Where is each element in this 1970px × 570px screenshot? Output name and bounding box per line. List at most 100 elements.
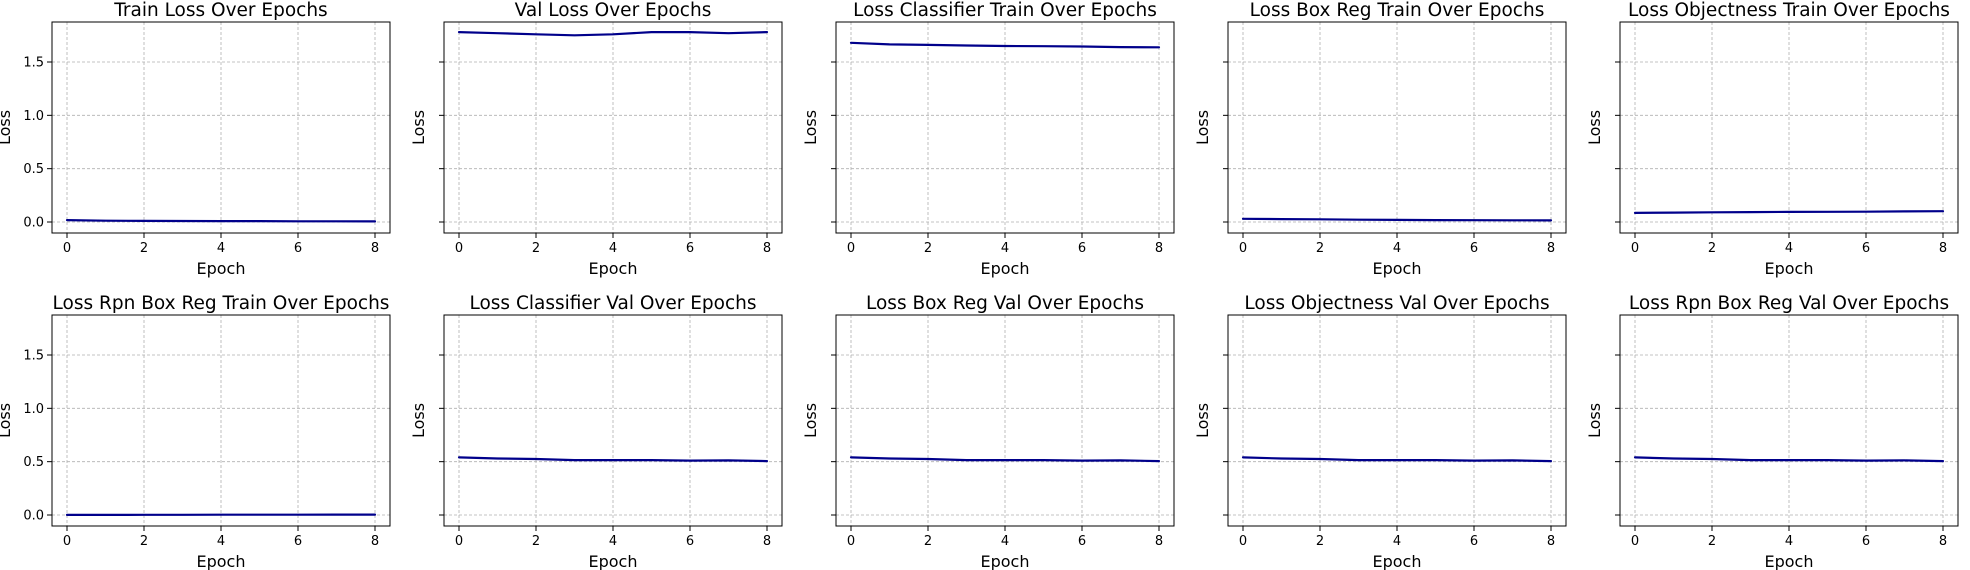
x-axis-label: Epoch bbox=[1765, 259, 1814, 278]
y-axis-label: Loss bbox=[0, 110, 14, 145]
series-line bbox=[849, 41, 1161, 49]
x-tick-label: 0 bbox=[847, 534, 855, 549]
x-tick-label: 2 bbox=[1708, 534, 1716, 549]
x-tick-label: 2 bbox=[532, 241, 540, 256]
x-tick-label: 6 bbox=[1078, 534, 1086, 549]
chart-title: Loss Objectness Val Over Epochs bbox=[1244, 293, 1549, 314]
chart-panel-1: 0 2 4 6 8 0.0 0.5 1.0 1.5 Epoch Loss Train Loss Ove… bbox=[0, 0, 391, 278]
y-tick-label: 1.0 bbox=[23, 402, 44, 417]
x-axis-label: Epoch bbox=[589, 259, 638, 278]
chart-title: Loss Classifier Val Over Epochs bbox=[469, 293, 756, 314]
chart-title: Loss Objectness Train Over Epochs bbox=[1628, 0, 1950, 21]
x-tick-label: 4 bbox=[217, 534, 225, 549]
x-axis-label: Epoch bbox=[1373, 259, 1422, 278]
x-tick-label: 6 bbox=[294, 241, 302, 256]
series-line bbox=[65, 219, 377, 223]
x-tick-label: 0 bbox=[63, 241, 71, 256]
x-axis-label: Epoch bbox=[197, 259, 246, 278]
x-tick-label: 2 bbox=[1708, 241, 1716, 256]
y-tick-label: 0.0 bbox=[23, 216, 44, 231]
x-tick-label: 6 bbox=[1470, 534, 1478, 549]
chart-panel-8: 0 2 4 6 8 Epoch Loss Loss Box Reg Val Over Epoc… bbox=[801, 293, 1175, 570]
x-tick-label: 0 bbox=[1239, 241, 1247, 256]
series-line bbox=[457, 30, 769, 37]
series-line bbox=[457, 456, 769, 463]
x-tick-label: 6 bbox=[686, 241, 694, 256]
x-tick-label: 2 bbox=[140, 534, 148, 549]
x-tick-label: 6 bbox=[686, 534, 694, 549]
chart-title: Loss Box Reg Train Over Epochs bbox=[1250, 0, 1545, 21]
x-tick-label: 6 bbox=[1470, 241, 1478, 256]
y-axis-label: Loss bbox=[1585, 403, 1604, 438]
x-tick-label: 8 bbox=[763, 534, 771, 549]
y-tick-label: 0.5 bbox=[23, 455, 44, 470]
series-line bbox=[1241, 456, 1553, 463]
chart-title: Loss Rpn Box Reg Train Over Epochs bbox=[53, 293, 390, 314]
x-tick-label: 6 bbox=[294, 534, 302, 549]
y-axis-label: Loss bbox=[1193, 403, 1212, 438]
chart-panel-10: 0 2 4 6 8 Epoch Loss Loss Rpn Box Reg Val Over … bbox=[1585, 293, 1959, 570]
x-tick-label: 6 bbox=[1862, 241, 1870, 256]
x-tick-label: 2 bbox=[1316, 241, 1324, 256]
y-axis-label: Loss bbox=[409, 403, 428, 438]
series-line bbox=[849, 456, 1161, 463]
x-tick-label: 2 bbox=[140, 241, 148, 256]
x-tick-label: 0 bbox=[1239, 534, 1247, 549]
chart-panel-5: 0 2 4 6 8 Epoch Loss Loss Objectness Train Over… bbox=[1585, 0, 1959, 278]
x-tick-label: 0 bbox=[847, 241, 855, 256]
x-axis-label: Epoch bbox=[981, 552, 1030, 570]
y-axis-label: Loss bbox=[801, 110, 820, 145]
x-tick-label: 8 bbox=[1155, 534, 1163, 549]
chart-panel-6: 0 2 4 6 8 0.0 0.5 1.0 1.5 Epoch Loss Loss Rpn Box R… bbox=[0, 293, 391, 570]
y-tick-label: 1.5 bbox=[23, 349, 44, 364]
x-tick-label: 8 bbox=[1939, 534, 1947, 549]
x-tick-label: 8 bbox=[1547, 534, 1555, 549]
chart-title: Val Loss Over Epochs bbox=[515, 0, 712, 21]
x-tick-label: 6 bbox=[1862, 534, 1870, 549]
x-tick-label: 8 bbox=[763, 241, 771, 256]
x-tick-label: 4 bbox=[1001, 241, 1009, 256]
x-tick-label: 4 bbox=[1393, 534, 1401, 549]
y-axis-label: Loss bbox=[1585, 110, 1604, 145]
x-tick-label: 8 bbox=[371, 534, 379, 549]
x-tick-label: 2 bbox=[924, 534, 932, 549]
y-tick-label: 1.5 bbox=[23, 56, 44, 71]
x-axis-label: Epoch bbox=[589, 552, 638, 570]
chart-title: Loss Box Reg Val Over Epochs bbox=[866, 293, 1144, 314]
chart-panel-3: 0 2 4 6 8 Epoch Loss Loss Classifier Train Over… bbox=[801, 0, 1175, 278]
x-tick-label: 2 bbox=[924, 241, 932, 256]
x-tick-label: 0 bbox=[1631, 241, 1639, 256]
x-tick-label: 4 bbox=[609, 534, 617, 549]
x-tick-label: 8 bbox=[1547, 241, 1555, 256]
x-tick-label: 0 bbox=[63, 534, 71, 549]
x-tick-label: 2 bbox=[1316, 534, 1324, 549]
x-tick-label: 8 bbox=[1939, 241, 1947, 256]
x-tick-label: 6 bbox=[1078, 241, 1086, 256]
chart-title: Loss Classifier Train Over Epochs bbox=[853, 0, 1157, 21]
x-tick-label: 2 bbox=[532, 534, 540, 549]
chart-panel-4: 0 2 4 6 8 Epoch Loss Loss Box Reg Train Over Ep… bbox=[1193, 0, 1567, 278]
y-axis-label: Loss bbox=[801, 403, 820, 438]
chart-panel-9: 0 2 4 6 8 Epoch Loss Loss Objectness Val Over E… bbox=[1193, 293, 1567, 570]
x-axis-label: Epoch bbox=[1373, 552, 1422, 570]
y-tick-label: 1.0 bbox=[23, 109, 44, 124]
x-tick-label: 4 bbox=[1393, 241, 1401, 256]
x-tick-label: 4 bbox=[1785, 241, 1793, 256]
y-axis-label: Loss bbox=[0, 403, 14, 438]
x-axis-label: Epoch bbox=[981, 259, 1030, 278]
series-line bbox=[1633, 456, 1945, 463]
y-tick-label: 0.0 bbox=[23, 509, 44, 524]
x-tick-label: 4 bbox=[609, 241, 617, 256]
x-axis-label: Epoch bbox=[197, 552, 246, 570]
x-tick-label: 8 bbox=[1155, 241, 1163, 256]
x-axis-label: Epoch bbox=[1765, 552, 1814, 570]
x-tick-label: 0 bbox=[455, 241, 463, 256]
chart-title: Train Loss Over Epochs bbox=[113, 0, 327, 21]
chart-panel-2: 0 2 4 6 8 Epoch Loss Val Loss Over Epochs bbox=[409, 0, 783, 278]
series-line bbox=[1633, 210, 1945, 214]
x-tick-label: 4 bbox=[217, 241, 225, 256]
chart-panel-7: 0 2 4 6 8 Epoch Loss Loss Classifier Val Over E… bbox=[409, 293, 783, 570]
y-axis-label: Loss bbox=[1193, 110, 1212, 145]
x-tick-label: 4 bbox=[1785, 534, 1793, 549]
